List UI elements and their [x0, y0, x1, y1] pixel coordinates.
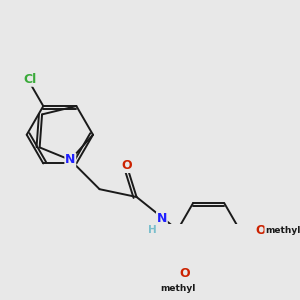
Text: N: N [157, 212, 167, 225]
Text: O: O [179, 266, 190, 280]
Text: O: O [122, 159, 132, 172]
Text: methyl: methyl [265, 226, 300, 235]
Text: N: N [65, 154, 76, 166]
Text: H: H [148, 225, 157, 235]
Text: methyl: methyl [160, 284, 195, 293]
Text: O: O [255, 224, 266, 237]
Text: Cl: Cl [23, 73, 36, 86]
